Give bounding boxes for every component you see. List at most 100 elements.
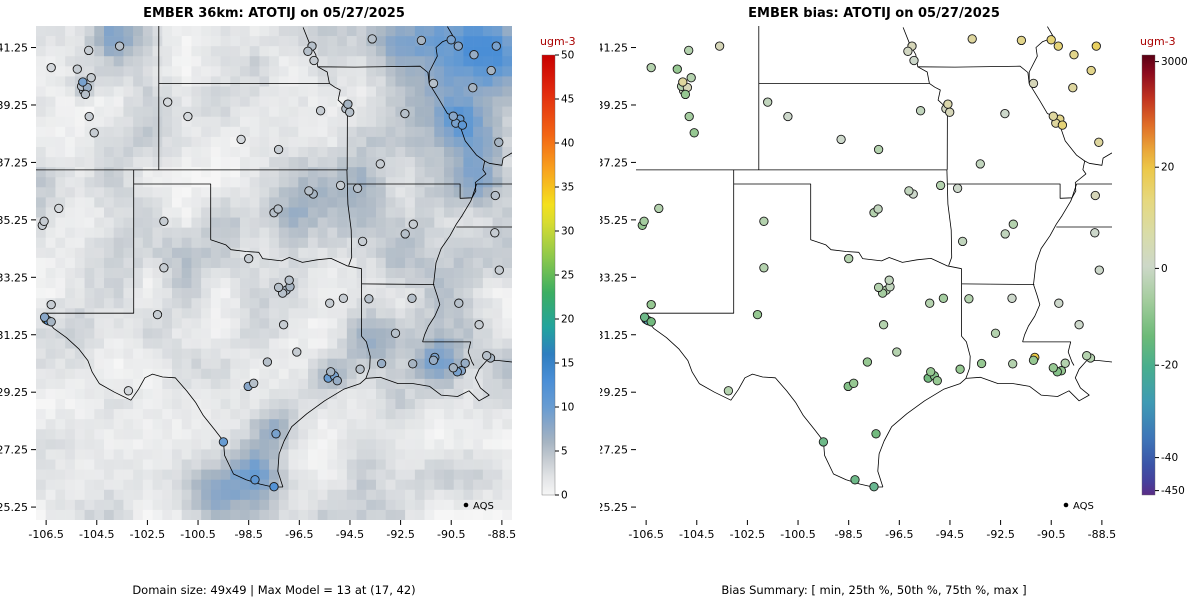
- aqs-station-marker: [218, 437, 229, 447]
- colorbar-units-label: ugm-3: [540, 35, 576, 48]
- aqs-station-marker: [454, 298, 464, 308]
- x-tick-label: -94.5: [936, 528, 964, 541]
- aqs-station-marker: [84, 45, 94, 56]
- y-tick-label: 39.25: [600, 99, 628, 112]
- aqs-station-marker: [909, 55, 919, 66]
- y-tick-label: 25.25: [600, 501, 628, 514]
- aqs-station-marker: [315, 106, 326, 116]
- aqs-station-marker: [416, 35, 427, 46]
- aqs-station-marker: [1090, 228, 1100, 238]
- aqs-station-marker: [873, 204, 883, 214]
- x-tick-label: -96.5: [885, 528, 913, 541]
- aqs-station-marker: [926, 367, 936, 377]
- aqs-station-marker: [357, 236, 368, 247]
- model-caption: Domain size: 49x49 | Max Model = 13 at (…: [0, 548, 548, 600]
- aqs-station-marker: [975, 159, 985, 169]
- y-tick-label: 31.25: [600, 329, 628, 342]
- aqs-station-marker: [474, 320, 484, 330]
- colorbar-tick-label: 35: [561, 182, 574, 194]
- aqs-station-marker: [1000, 108, 1010, 119]
- x-tick-label: -90.5: [437, 528, 465, 541]
- aqs-station-marker: [309, 55, 319, 66]
- x-tick-label: -98.5: [234, 528, 262, 541]
- aqs-station-marker: [945, 107, 955, 117]
- aqs-station-marker: [1060, 358, 1070, 368]
- aqs-station-marker: [976, 358, 987, 369]
- aqs-station-marker: [686, 73, 696, 83]
- state-border: [45, 318, 283, 488]
- state-border: [484, 152, 512, 166]
- colorbar-tick-label: 0: [561, 490, 568, 502]
- legend-point-icon: [1063, 502, 1069, 508]
- aqs-station-marker: [494, 265, 504, 275]
- y-tick-label: 33.25: [600, 271, 628, 284]
- aqs-station-marker: [236, 134, 246, 145]
- state-border: [346, 169, 353, 266]
- x-tick-label: -88.5: [488, 528, 516, 541]
- y-tick-label: 27.25: [0, 444, 28, 457]
- aqs-station-marker: [1053, 41, 1063, 51]
- aqs-station-marker: [453, 41, 463, 51]
- aqs-station-marker: [903, 46, 913, 56]
- panel-model: EMBER 36km: ATOTIJ on 05/27/2025 -106.5-…: [0, 6, 576, 600]
- aqs-station-marker: [935, 180, 946, 191]
- aqs-station-marker: [925, 298, 935, 308]
- aqs-station-marker: [292, 347, 302, 357]
- aqs-station-marker: [273, 204, 283, 214]
- aqs-station-marker: [457, 120, 468, 130]
- colorbar-units-label: ugm-3: [1140, 35, 1176, 48]
- y-tick-label: 37.25: [0, 156, 28, 169]
- aqs-station-marker: [639, 312, 650, 322]
- aqs-station-marker: [646, 317, 656, 327]
- colorbar-tick-label: 45: [561, 94, 574, 106]
- aqs-station-marker: [869, 482, 879, 492]
- aqs-station-marker: [915, 106, 926, 116]
- bias-caption: Bias Summary: [ min, 25th %, 50th %, 75t…: [600, 548, 1148, 600]
- aqs-station-marker: [1086, 65, 1096, 76]
- aqs-station-marker: [871, 429, 881, 439]
- aqs-station-marker: [684, 45, 694, 56]
- aqs-station-marker: [46, 62, 56, 73]
- aqs-station-marker: [873, 282, 884, 293]
- aqs-station-marker: [460, 358, 470, 368]
- aqs-station-marker: [1094, 265, 1104, 275]
- x-tick-label: -94.5: [336, 528, 364, 541]
- x-tick-label: -88.5: [1088, 528, 1116, 541]
- state-border: [1022, 341, 1075, 366]
- state-border: [133, 183, 362, 270]
- panel-bias: EMBER bias: ATOTIJ on 05/27/2025 -106.5-…: [600, 0, 1200, 600]
- y-tick-label: 27.25: [600, 444, 628, 457]
- y-tick-label: 35.25: [600, 214, 628, 227]
- aqs-station-marker: [646, 62, 656, 73]
- aqs-station-marker: [490, 228, 500, 238]
- x-tick-label: -92.5: [986, 528, 1014, 541]
- aqs-station-marker: [271, 429, 281, 439]
- state-border: [961, 283, 1035, 285]
- aqs-station-marker: [938, 293, 949, 303]
- aqs-station-marker: [678, 77, 688, 87]
- aqs-station-marker: [1008, 359, 1018, 369]
- aqs-station-marker: [1046, 35, 1056, 45]
- aqs-station-marker: [862, 357, 873, 367]
- aqs-station-marker: [1008, 219, 1018, 229]
- state-border: [946, 183, 1112, 199]
- aqs-station-marker: [952, 183, 963, 193]
- model-map: -106.5 -104.5 -102.5 -100.5 -98.5 -96.5 -94.5 -…: [0, 26, 576, 541]
- bias-colorbar: ugm-3 3000 20 0 -20 -40 -450: [1140, 35, 1188, 497]
- legend-label: AQS: [473, 501, 494, 512]
- colorbar-tick-label: 30: [561, 226, 574, 238]
- aqs-station-marker: [269, 482, 279, 492]
- model-colorbar: ugm-3 0 5 10 15 20 25 30 35 40 45 50: [540, 35, 576, 502]
- aqs-station-marker: [689, 128, 699, 138]
- x-tick-label: -106.5: [628, 528, 663, 541]
- aqs-station-marker: [684, 111, 694, 122]
- aqs-station-marker: [159, 216, 169, 226]
- colorbar-tick-label: 40: [561, 138, 574, 150]
- x-tick-label: -106.5: [28, 528, 63, 541]
- x-tick-label: -96.5: [285, 528, 313, 541]
- aqs-station-marker: [376, 358, 387, 369]
- y-tick-label: 35.25: [0, 214, 28, 227]
- y-tick-label: 33.25: [0, 271, 28, 284]
- aqs-station-marker: [468, 83, 478, 93]
- y-tick-label: 39.25: [0, 99, 28, 112]
